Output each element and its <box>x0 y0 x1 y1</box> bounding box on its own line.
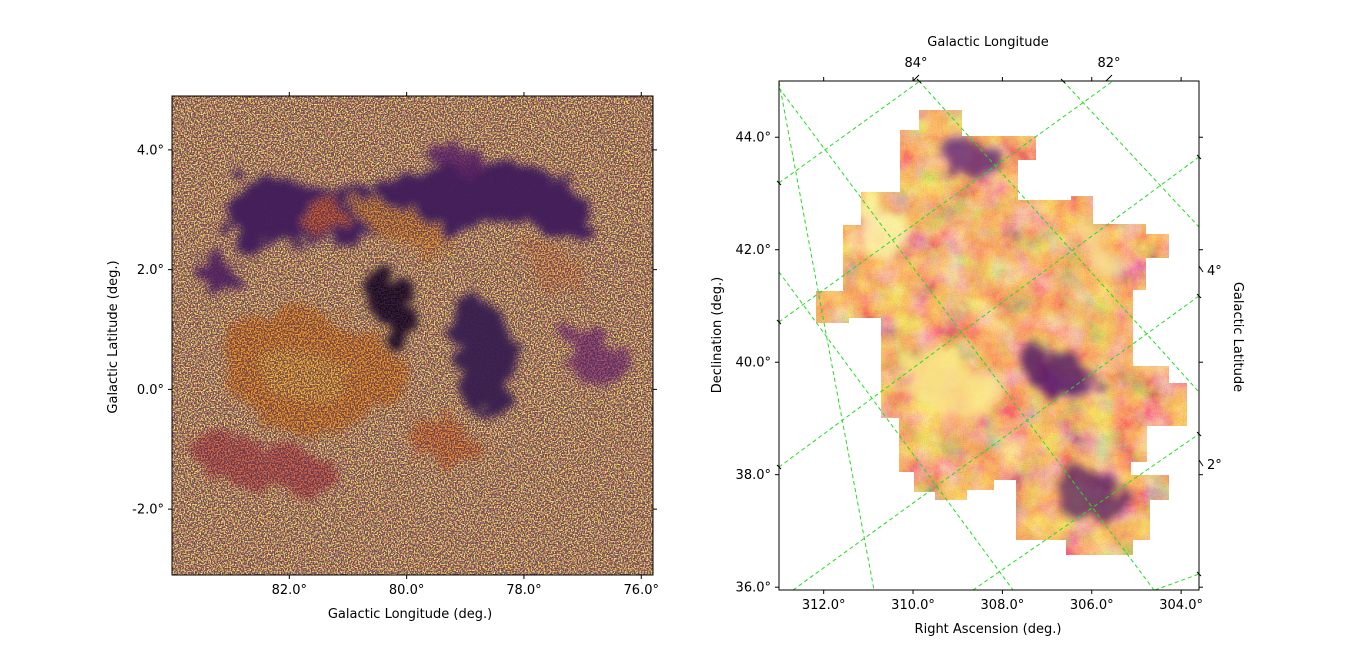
right-y-tick-label-2: 40.0° <box>736 356 771 371</box>
left-y-axis-label: Galactic Latitude (deg.) <box>106 260 121 413</box>
coordinate-grid <box>779 81 1199 590</box>
right-x-tick-label-4: 304.0° <box>1159 598 1203 613</box>
right-grid-edge-mark-4 <box>1196 293 1202 299</box>
right-axis-ticks: 312.0° 310.0° 308.0° 306.0° 304.0° 44.0° 42.0°… <box>736 56 1222 613</box>
right-y-axis-label: Declination (deg.) <box>710 277 725 393</box>
right-grid-edge-mark-7 <box>916 78 922 84</box>
left-x-tick-label-2: 78.0° <box>506 583 541 598</box>
grid-line-i <box>972 433 1199 590</box>
right-side-tick-label-1: 2° <box>1207 458 1222 473</box>
grid-line-f <box>779 81 1114 323</box>
right-y-tick-label-3: 38.0° <box>736 468 771 483</box>
right-grid-edge-mark-5 <box>1196 431 1202 437</box>
right-plot-frame <box>778 80 1200 591</box>
right-top-tick-0 <box>912 74 920 82</box>
grid-line-j <box>1154 573 1199 590</box>
left-y-tick-label-1: 2.0° <box>137 263 164 278</box>
grid-line-glon-84 <box>779 81 875 590</box>
left-y-tick-label-2: 0.0° <box>137 383 164 398</box>
right-grid-edge-mark-3 <box>1196 154 1202 160</box>
right-heatmap-structure <box>860 139 1125 523</box>
right-grid-edge-mark-2 <box>776 464 782 470</box>
right-side-tick-0 <box>1198 265 1204 273</box>
grid-line-b <box>1062 81 1199 228</box>
left-x-tick-label-0: 82.0° <box>272 583 307 598</box>
right-top-tick-1 <box>1105 74 1113 82</box>
grid-line-e <box>779 81 921 184</box>
grid-line-g <box>779 156 1199 468</box>
left-panel: 82.0° 80.0° 78.0° 76.0° 4.0° 2.0° 0.0° -2.0° Ga… <box>106 92 659 622</box>
right-secondary-y-axis-label: Galactic Latitude <box>1230 282 1245 392</box>
right-x-axis-label: Right Ascension (deg.) <box>915 622 1062 637</box>
right-x-tick-label-3: 306.0° <box>1070 598 1114 613</box>
left-x-axis-label: Galactic Longitude (deg.) <box>328 607 492 622</box>
right-grid-edge-mark-8 <box>1060 78 1066 84</box>
right-top-tick-label-1: 82° <box>1097 56 1120 71</box>
right-side-tick-label-0: 4° <box>1207 264 1222 279</box>
left-y-tick-label-3: -2.0° <box>132 503 164 518</box>
right-y-tick-label-0: 44.0° <box>736 131 771 146</box>
grid-line-d <box>779 271 1014 590</box>
left-plot-frame <box>171 95 654 576</box>
right-top-tick-label-0: 84° <box>904 56 927 71</box>
left-axis-ticks: 82.0° 80.0° 78.0° 76.0° 4.0° 2.0° 0.0° -2.0° <box>132 92 659 598</box>
right-y-tick-label-4: 36.0° <box>736 581 771 596</box>
right-top-axis-label: Galactic Longitude <box>927 35 1048 50</box>
right-x-tick-label-0: 312.0° <box>802 598 846 613</box>
right-x-tick-label-1: 310.0° <box>891 598 935 613</box>
right-x-tick-label-2: 308.0° <box>981 598 1025 613</box>
left-x-tick-label-1: 80.0° <box>389 583 424 598</box>
right-panel: 312.0° 310.0° 308.0° 306.0° 304.0° 44.0° 42.0°… <box>710 35 1245 637</box>
left-y-tick-label-0: 4.0° <box>137 143 164 158</box>
right-grid-edge-mark-6 <box>1196 571 1202 577</box>
right-y-tick-label-1: 42.0° <box>736 243 771 258</box>
right-grid-edge-mark-1 <box>776 319 782 325</box>
right-grid-edge-mark-0 <box>776 180 782 186</box>
right-side-tick-1 <box>1198 459 1204 467</box>
left-x-tick-label-3: 76.0° <box>624 583 659 598</box>
